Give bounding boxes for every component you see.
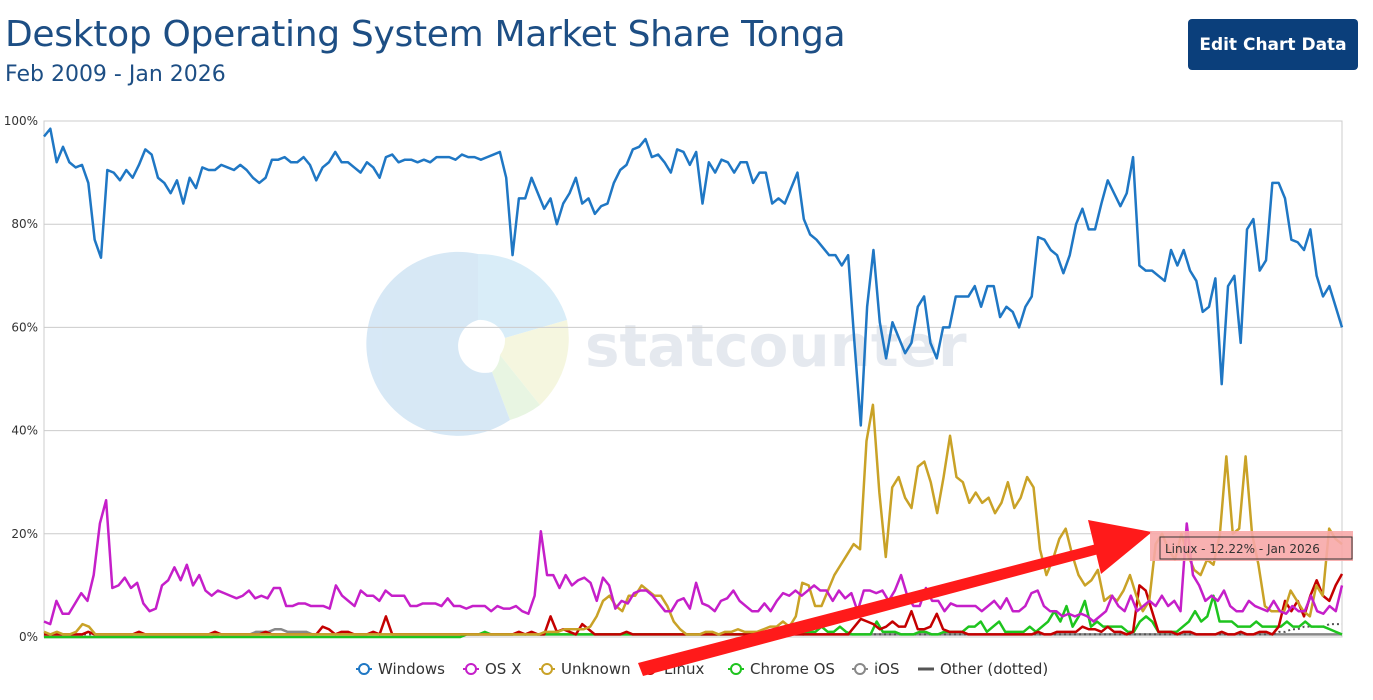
statcounter-watermark: statcounter	[366, 251, 967, 436]
y-tick-label: 80%	[11, 217, 38, 231]
chart-title: Desktop Operating System Market Share To…	[5, 14, 846, 55]
market-share-chart: statcounter 0% 20% 40% 60% 80% 100% Windows OS…	[4, 114, 1353, 678]
legend-label-other-dotted[interactable]: Other (dotted)	[940, 660, 1048, 678]
tooltip-background	[1150, 531, 1353, 561]
chart-subtitle: Feb 2009 - Jan 2026	[5, 62, 226, 87]
legend-marker-windows[interactable]	[358, 663, 370, 675]
legend: Windows OS X Unknown Linux Chrome OS iOS Other…	[356, 660, 1048, 678]
y-tick-label: 0%	[19, 630, 38, 644]
series-line-unknown	[43, 403, 1343, 636]
annotation-arrow	[638, 520, 1152, 676]
legend-label-unknown[interactable]: Unknown	[561, 660, 631, 678]
series-line-windows	[43, 127, 1344, 427]
edit-chart-data-button[interactable]: Edit Chart Data	[1188, 19, 1358, 70]
legend-label-chrome-os[interactable]: Chrome OS	[750, 660, 835, 678]
tooltip: Linux - 12.22% - Jan 2026	[1150, 531, 1353, 561]
arrow-head	[1088, 520, 1152, 574]
legend-marker-ios[interactable]	[854, 663, 866, 675]
y-tick-label: 100%	[4, 114, 38, 128]
series-lines	[43, 127, 1344, 639]
y-tick-label: 20%	[11, 527, 38, 541]
legend-label-windows[interactable]: Windows	[378, 660, 445, 678]
tooltip-box	[1159, 536, 1353, 560]
y-tick-label: 40%	[11, 424, 38, 438]
y-axis: 0% 20% 40% 60% 80% 100%	[4, 114, 38, 644]
tooltip-text: Linux - 12.22% - Jan 2026	[1165, 542, 1320, 556]
legend-label-os-x[interactable]: OS X	[485, 660, 521, 678]
legend-marker-os-x[interactable]	[465, 663, 477, 675]
legend-marker-chrome-os[interactable]	[730, 663, 742, 675]
legend-label-ios[interactable]: iOS	[874, 660, 900, 678]
legend-marker-unknown[interactable]	[541, 663, 553, 675]
series-line-os-x	[43, 499, 1344, 626]
series-line-other-dotted	[44, 623, 1342, 636]
y-tick-label: 60%	[11, 320, 38, 334]
arrow-shaft	[638, 541, 1110, 676]
